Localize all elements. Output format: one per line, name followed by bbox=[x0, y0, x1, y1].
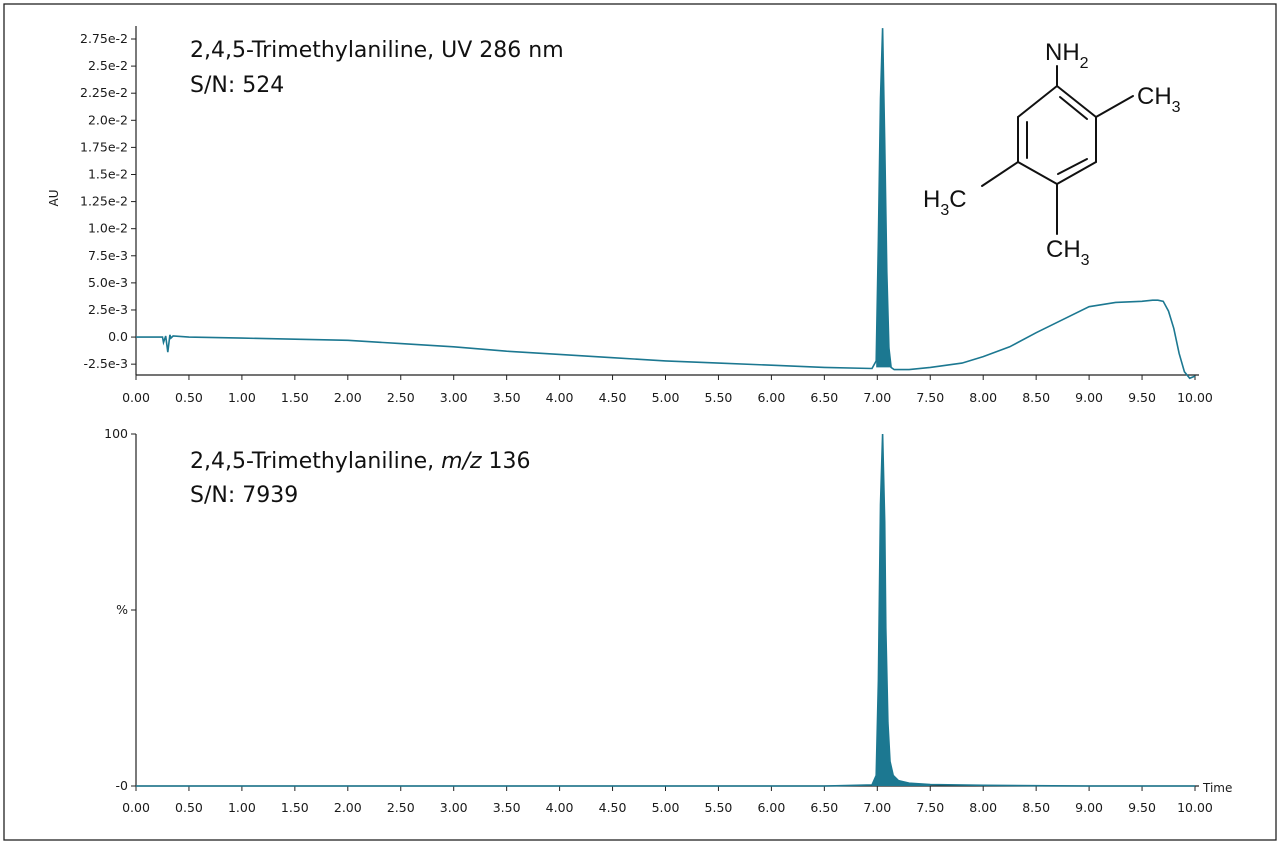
x-tick-label: 7.00 bbox=[863, 390, 891, 405]
x-tick-label: 0.50 bbox=[175, 390, 203, 405]
x-tick-label: 4.00 bbox=[546, 390, 574, 405]
x-tick-label: 0.50 bbox=[175, 800, 203, 815]
x-tick-label: 0.00 bbox=[122, 390, 150, 405]
x-tick-label: 9.50 bbox=[1128, 390, 1156, 405]
x-tick-label: 4.50 bbox=[599, 800, 627, 815]
x-tick-label: 10.00 bbox=[1177, 390, 1213, 405]
bond-ring bbox=[1017, 161, 1058, 185]
y-tick-label: 2.75e-2 bbox=[80, 31, 128, 46]
ch3-right-group-label: CH3 bbox=[1137, 83, 1181, 116]
uv-trace-line bbox=[136, 28, 1196, 380]
uv-y-axis-label: AU bbox=[47, 190, 61, 207]
y-tick-label: 5.0e-3 bbox=[88, 275, 128, 290]
x-tick-label: 3.50 bbox=[493, 800, 521, 815]
x-tick-label: 1.00 bbox=[228, 800, 256, 815]
ms-signal-to-noise: S/N: 7939 bbox=[190, 483, 298, 508]
y-tick-label: -2.5e-3 bbox=[83, 356, 128, 371]
y-tick-label: -0 bbox=[116, 778, 129, 793]
bond-ring bbox=[1056, 161, 1097, 185]
x-tick-label: 8.50 bbox=[1022, 390, 1050, 405]
x-tick-label: 8.00 bbox=[969, 390, 997, 405]
bond-ring bbox=[1056, 85, 1097, 118]
x-tick-label: 3.00 bbox=[440, 800, 468, 815]
x-tick-label: 0.00 bbox=[122, 800, 150, 815]
y-tick-label: 1.0e-2 bbox=[88, 221, 128, 236]
x-tick-label: 1.50 bbox=[281, 390, 309, 405]
x-tick-label: 9.00 bbox=[1075, 390, 1103, 405]
y-tick-label: 2.5e-3 bbox=[88, 302, 128, 317]
x-tick-label: 6.50 bbox=[810, 390, 838, 405]
x-tick-label: 3.00 bbox=[440, 390, 468, 405]
ms-chromatogram-panel: 0.00 0.50 1.00 1.50 2.00 2.50 3.00 3.50 4.00 4.50… bbox=[104, 426, 1232, 815]
ms-x-axis-label: Time bbox=[1202, 781, 1232, 795]
y-tick-label: 2.25e-2 bbox=[80, 85, 128, 100]
y-tick-label: 0.0 bbox=[108, 329, 128, 344]
x-tick-label: 2.00 bbox=[334, 800, 362, 815]
x-tick-label: 5.00 bbox=[652, 800, 680, 815]
x-tick-label: 6.00 bbox=[757, 800, 785, 815]
y-tick-label: 1.5e-2 bbox=[88, 166, 128, 181]
y-tick-label: 1.75e-2 bbox=[80, 139, 128, 154]
x-tick-label: 2.00 bbox=[334, 390, 362, 405]
bond-ring-double bbox=[1059, 96, 1088, 120]
x-tick-label: 2.50 bbox=[387, 800, 415, 815]
ms-title-compound: 2,4,5-Trimethylaniline, bbox=[190, 449, 441, 474]
chemical-structure-diagram: NH2 CH3 CH3 H3C bbox=[923, 39, 1181, 269]
y-tick-label: % bbox=[116, 602, 128, 617]
x-tick-label: 6.50 bbox=[810, 800, 838, 815]
ch3-bottom-group-label: CH3 bbox=[1046, 236, 1090, 269]
x-tick-label: 1.50 bbox=[281, 800, 309, 815]
bond-ring bbox=[1017, 85, 1058, 118]
x-tick-label: 9.50 bbox=[1128, 800, 1156, 815]
x-tick-label: 3.50 bbox=[493, 390, 521, 405]
y-tick-label: 2.0e-2 bbox=[88, 112, 128, 127]
x-tick-label: 10.00 bbox=[1177, 800, 1213, 815]
x-tick-label: 5.50 bbox=[705, 390, 733, 405]
x-tick-label: 8.50 bbox=[1022, 800, 1050, 815]
uv-peak-fill bbox=[876, 28, 892, 368]
y-tick-label: 100 bbox=[104, 426, 128, 441]
x-tick-label: 7.50 bbox=[916, 800, 944, 815]
uv-title: 2,4,5-Trimethylaniline, UV 286 nm bbox=[190, 38, 564, 63]
x-tick-label: 7.50 bbox=[916, 390, 944, 405]
x-tick-label: 8.00 bbox=[969, 800, 997, 815]
bond-ring-double bbox=[1057, 158, 1088, 175]
ms-title-mass: 136 bbox=[482, 449, 531, 474]
x-tick-label: 5.00 bbox=[652, 390, 680, 405]
x-tick-label: 5.50 bbox=[705, 800, 733, 815]
uv-signal-to-noise: S/N: 524 bbox=[190, 73, 284, 98]
y-tick-label: 7.5e-3 bbox=[88, 248, 128, 263]
bond-ch3-right bbox=[1095, 95, 1134, 118]
x-tick-label: 2.50 bbox=[387, 390, 415, 405]
x-tick-label: 4.50 bbox=[599, 390, 627, 405]
bond-ch3-left bbox=[981, 161, 1019, 187]
uv-axes: 0.00 0.50 1.00 1.50 2.00 2.50 3.00 3.50 4.00 4.50… bbox=[80, 26, 1213, 405]
x-tick-label: 7.00 bbox=[863, 800, 891, 815]
figure-border bbox=[3, 3, 1277, 841]
x-tick-label: 9.00 bbox=[1075, 800, 1103, 815]
y-tick-label: 2.5e-2 bbox=[88, 58, 128, 73]
nh2-group-label: NH2 bbox=[1045, 39, 1089, 72]
ms-title-mz: m/z bbox=[441, 449, 482, 474]
ms-trace-line bbox=[136, 433, 1195, 787]
x-tick-label: 4.00 bbox=[546, 800, 574, 815]
x-tick-label: 1.00 bbox=[228, 390, 256, 405]
y-tick-label: 1.25e-2 bbox=[80, 194, 128, 209]
x-tick-label: 6.00 bbox=[757, 390, 785, 405]
h3c-left-group-label: H3C bbox=[923, 186, 967, 219]
ms-title: 2,4,5-Trimethylaniline, m/z 136 bbox=[190, 449, 531, 474]
uv-chromatogram-panel: 0.00 0.50 1.00 1.50 2.00 2.50 3.00 3.50 4.00 4.50… bbox=[47, 26, 1213, 405]
